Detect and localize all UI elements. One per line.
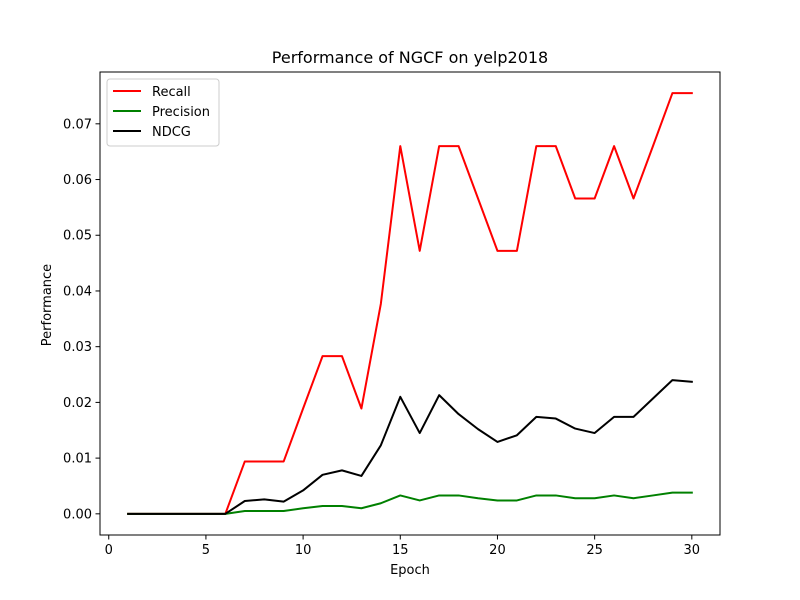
y-axis-label: Performance (40, 264, 55, 346)
y-tick-label: 0.07 (63, 117, 92, 132)
legend-label-ndcg: NDCG (152, 125, 191, 140)
y-tick-label: 0.00 (63, 507, 92, 522)
x-tick-label: 0 (105, 543, 113, 558)
y-tick-label: 0.04 (63, 284, 92, 299)
x-tick-label: 25 (586, 543, 603, 558)
x-tick-label: 5 (202, 543, 210, 558)
series-layer (127, 92, 693, 515)
axes-frame (99, 71, 721, 536)
plot-area (100, 72, 720, 535)
x-axis-label: Epoch (390, 563, 430, 578)
x-tick-label: 15 (392, 543, 409, 558)
chart-title: Performance of NGCF on yelp2018 (272, 48, 548, 67)
x-tick-label: 20 (489, 543, 506, 558)
axes: 0 5 10 15 20 25 30 0.00 0.01 0.02 0.03 0.04 0.05 0.06… (63, 71, 721, 558)
y-tick-label: 0.02 (63, 396, 92, 411)
y-tick-label: 0.05 (63, 229, 92, 244)
y-tick-label: 0.01 (63, 452, 92, 467)
legend-box (106, 78, 220, 147)
y-tick-label: 0.03 (63, 340, 92, 355)
x-tick-label: 10 (295, 543, 312, 558)
legend-label-precision: Precision (152, 105, 210, 120)
y-tick-label: 0.06 (63, 173, 92, 188)
plot-background (100, 72, 720, 535)
legend: Recall Precision NDCG (106, 78, 220, 147)
series-line-ndcg (127, 379, 693, 515)
legend-label-recall: Recall (152, 85, 191, 100)
x-tick-label: 30 (684, 543, 701, 558)
